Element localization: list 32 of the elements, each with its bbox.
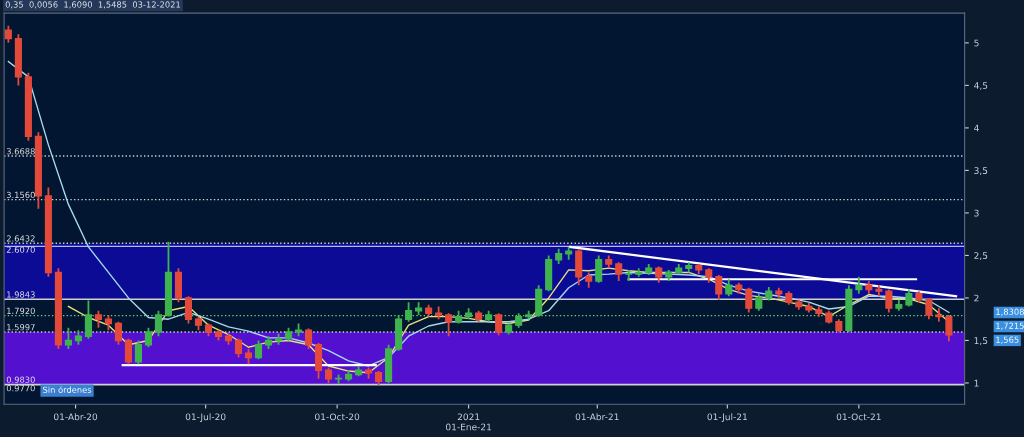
line-series — [7, 60, 950, 367]
x-tick-label: 01-Jul-20 — [185, 413, 226, 422]
x-tick-label: 01-Oct-21 — [836, 413, 881, 421]
ref-line-label: 2.6432 — [6, 235, 35, 242]
text: 1,7215 — [996, 322, 1024, 330]
y-tick-label: 1 — [974, 379, 979, 387]
text: 1,565 — [996, 336, 1019, 344]
y-tick-label: 3,5 — [974, 167, 988, 175]
y-tick-label: 4 — [974, 124, 979, 132]
text: 1,8308 — [996, 308, 1024, 316]
y-tick-label: 4,5 — [974, 82, 988, 90]
x-tick-label: 01-Oct-20 — [315, 413, 360, 421]
x-tick-label: 01-Abr-21 — [575, 413, 619, 421]
text: 0,35 0,0056 1,6090 1,5485 03-12-2021 — [5, 1, 180, 9]
ref-line-label: 0.9830 — [6, 376, 35, 383]
x-tick-label: 01-Jul-21 — [707, 413, 747, 422]
ref-line-label: 2.6070 — [6, 246, 35, 253]
ref-line-label: 3.1560 — [6, 191, 35, 199]
y-tick-label: 1,5 — [974, 337, 988, 345]
ref-line-label: 1.7920 — [7, 307, 35, 315]
y-tick-label: 2,5 — [974, 252, 988, 260]
candlestick — [625, 268, 633, 282]
x-tick-label: 2021 01-Ene-21 — [445, 413, 492, 431]
ref-line-label: 3.6688 — [6, 148, 35, 155]
ref-line-label: 0.9770 — [6, 385, 35, 392]
y-tick-label: 3 — [974, 209, 979, 217]
annotation: Sin órdenes — [43, 386, 92, 393]
x-tick-label: 01-Abr-20 — [53, 413, 98, 421]
y-tick-label: 2 — [974, 294, 979, 302]
ref-line-label: 1.9843 — [7, 291, 35, 298]
y-tick-label: 5 — [974, 39, 979, 47]
ref-line-label: 1.5997 — [7, 324, 35, 331]
